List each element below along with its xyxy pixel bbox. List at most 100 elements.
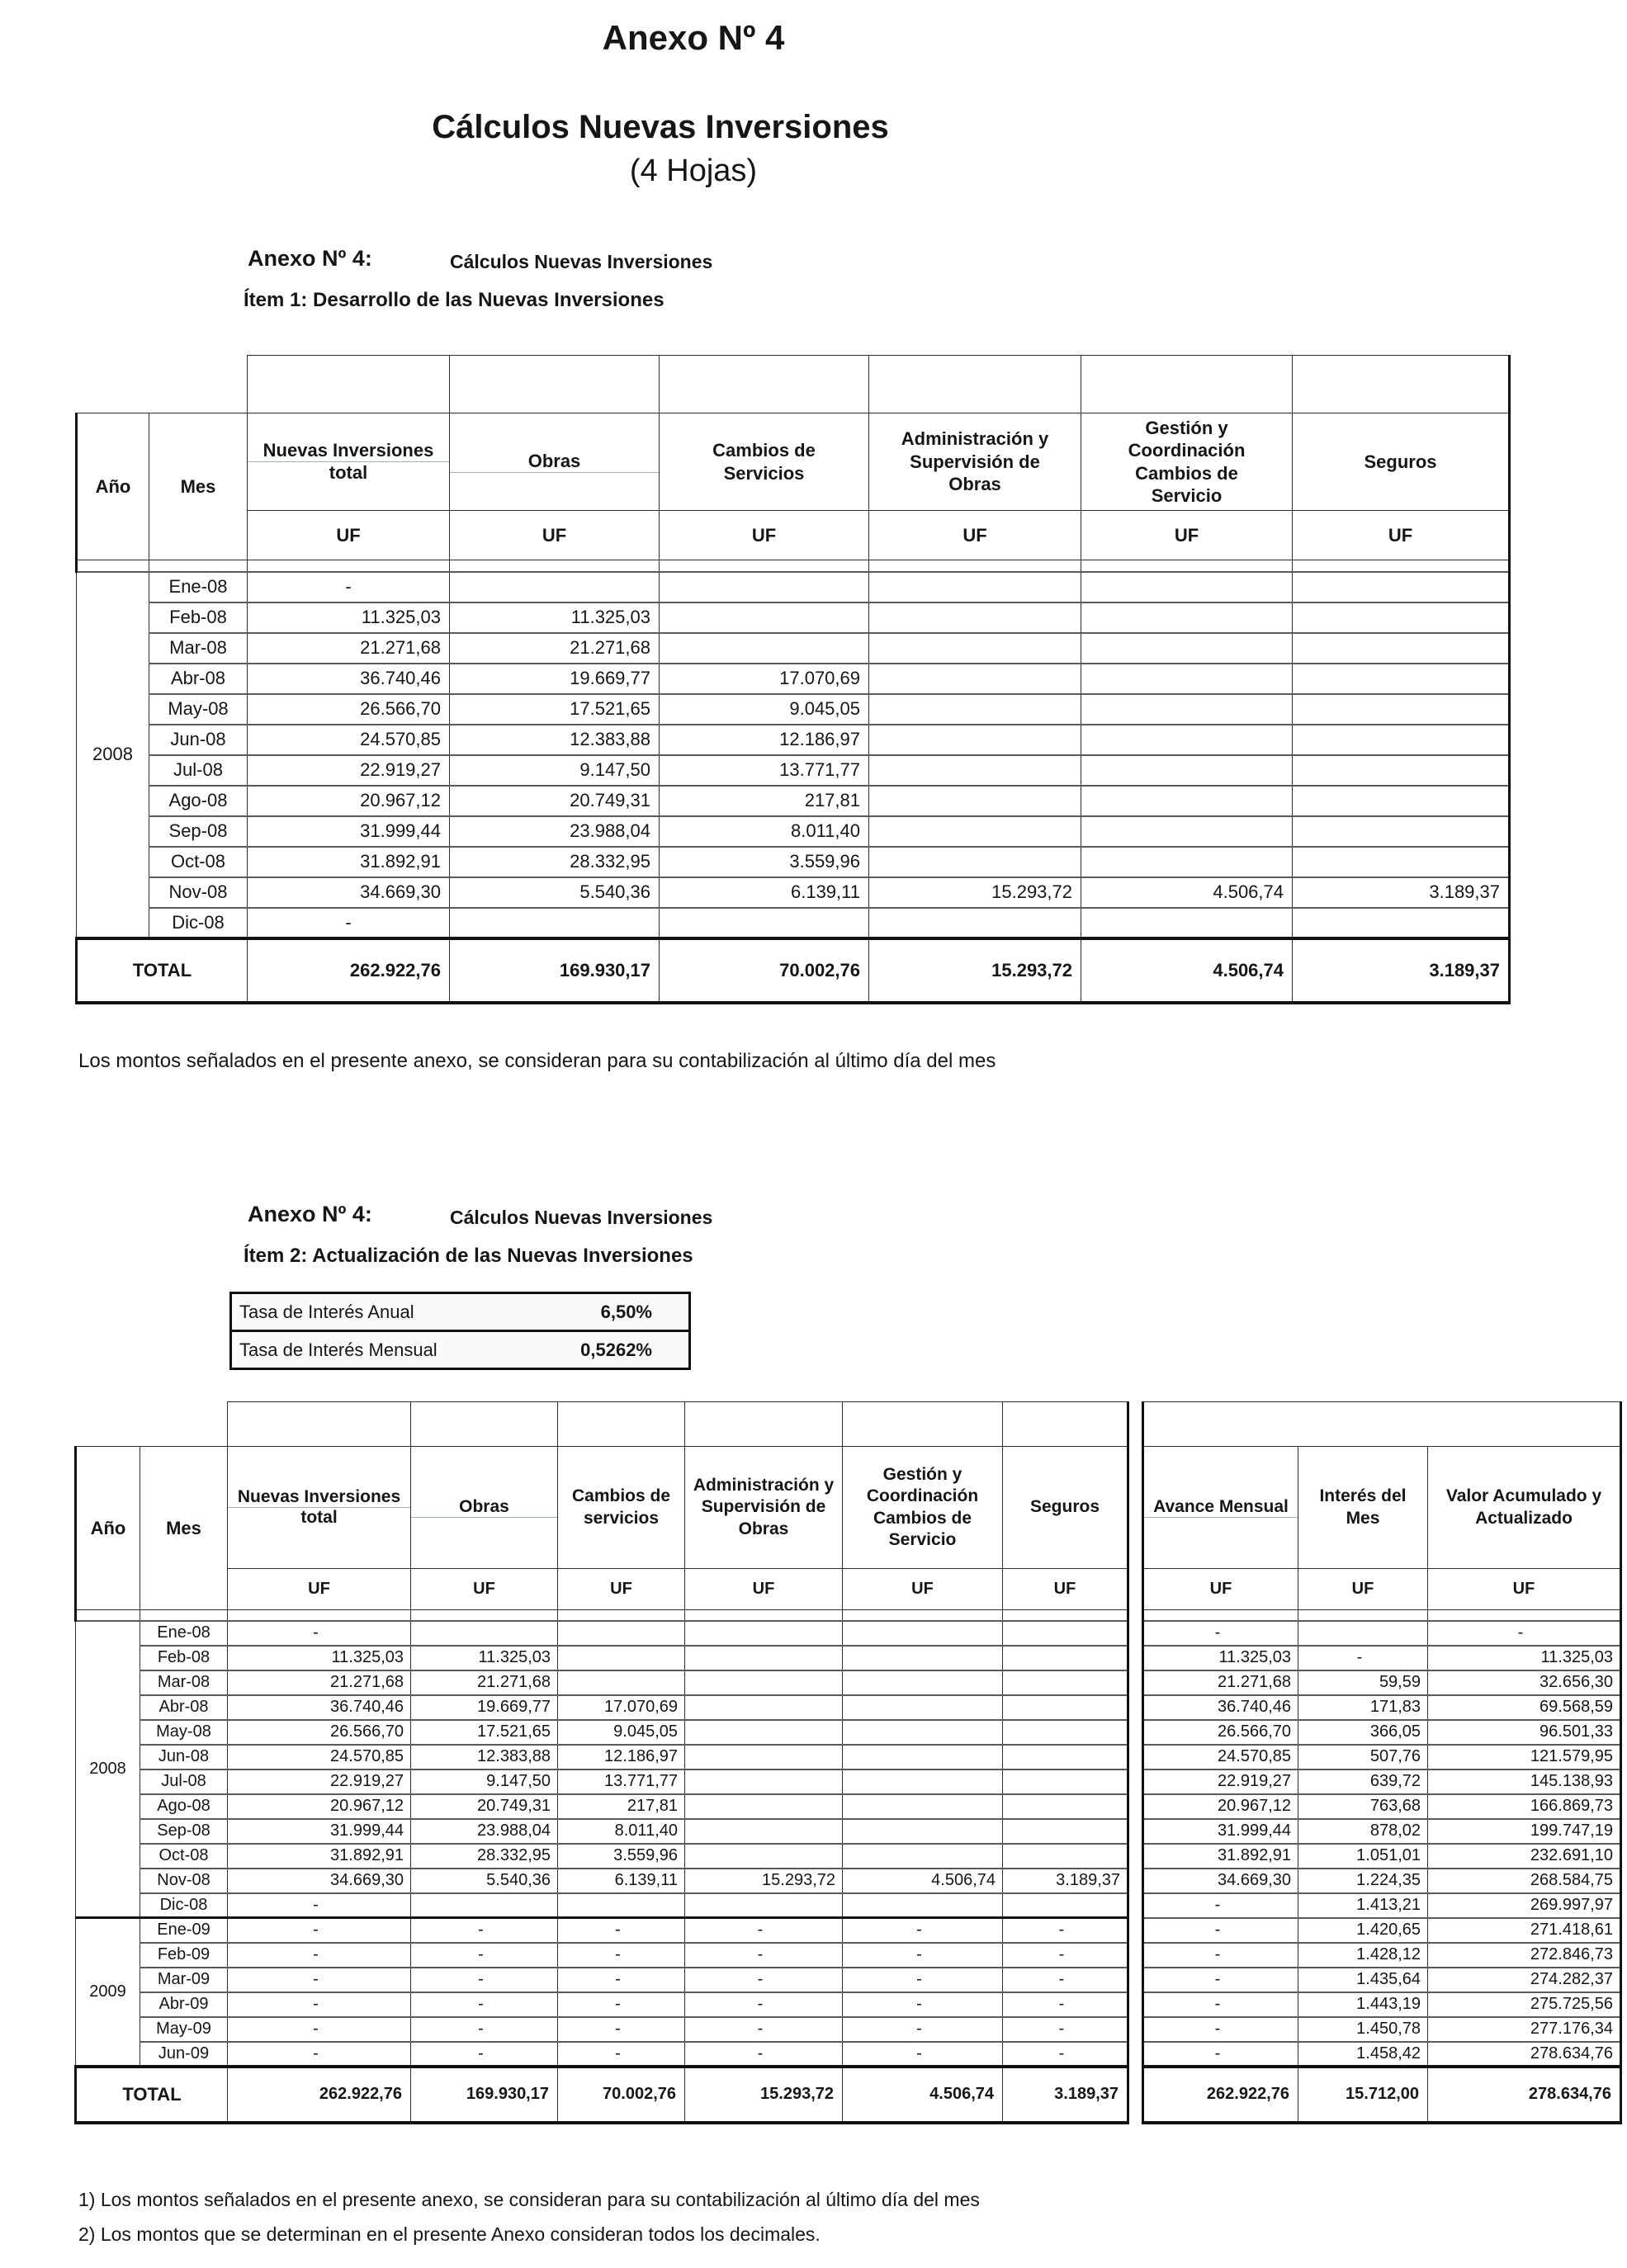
value-cell: 11.325,03 <box>247 601 450 634</box>
table-row: Jun-08 24.570,85 12.383,88 12.186,97 <box>77 723 1511 756</box>
value-cell <box>1292 570 1511 603</box>
total-cell: 15.293,72 <box>868 936 1081 1004</box>
value-cell <box>1081 815 1293 848</box>
value-cell: 28.332,95 <box>410 1842 558 1869</box>
value-cell: 1.051,01 <box>1298 1842 1428 1869</box>
band-row <box>76 355 1511 413</box>
value-cell: 31.999,44 <box>247 815 450 848</box>
value-cell: 9.045,05 <box>557 1718 685 1746</box>
table-row: May-08 26.566,70 17.521,65 9.045,05 26.566,7… <box>76 1718 1622 1746</box>
value-cell <box>557 1619 685 1647</box>
value-cell: - <box>1002 1991 1128 2018</box>
month-cell: Ene-08 <box>140 1619 228 1647</box>
value-cell <box>557 1892 685 1919</box>
value-cell <box>557 1644 685 1671</box>
value-cell: 17.070,69 <box>659 662 869 695</box>
value-cell: - <box>247 906 450 939</box>
total-cell: 4.506,74 <box>1081 936 1293 1004</box>
value-cell <box>659 570 869 603</box>
total-cell: 169.930,17 <box>449 936 660 1004</box>
unit-cell: UF <box>868 510 1081 560</box>
column-gap <box>1127 1967 1144 1992</box>
value-cell <box>1292 601 1511 634</box>
table-row: Sep-08 31.999,44 23.988,04 8.011,40 <box>77 815 1511 848</box>
value-cell <box>1002 1718 1128 1746</box>
value-cell: 34.669,30 <box>247 876 450 909</box>
value-cell <box>868 906 1081 939</box>
value-cell: - <box>1002 1916 1128 1944</box>
table-row: Jul-08 22.919,27 9.147,50 13.771,77 22.919,2… <box>76 1768 1622 1795</box>
value-cell: - <box>227 1941 411 1968</box>
value-cell: 21.271,68 <box>1142 1669 1298 1696</box>
value-cell: 34.669,30 <box>1142 1867 1298 1894</box>
value-cell: 8.011,40 <box>659 815 869 848</box>
month-cell: Abr-09 <box>140 1991 228 2018</box>
value-cell: 366,05 <box>1298 1718 1428 1746</box>
band-cell <box>868 355 1081 413</box>
value-cell: 6.139,11 <box>659 876 869 909</box>
footnote-1: 1) Los montos señalados en el presente a… <box>78 2189 980 2210</box>
value-cell: 12.383,88 <box>449 723 660 756</box>
value-cell <box>684 1644 843 1671</box>
value-cell: 13.771,77 <box>557 1768 685 1795</box>
band-row <box>75 1401 1622 1447</box>
rate-annual-value: 6,50% <box>527 1292 691 1332</box>
month-cell: Abr-08 <box>140 1694 228 1721</box>
table-row: 2008 Ene-08- <box>76 570 1511 939</box>
value-cell: 36.740,46 <box>247 662 450 695</box>
value-cell <box>1292 906 1511 939</box>
rate-row: Tasa de Interés Mensual 0,5262% <box>229 1330 691 1370</box>
value-cell: 32.656,30 <box>1427 1669 1622 1696</box>
value-cell <box>684 1619 843 1647</box>
value-cell <box>842 1793 1003 1820</box>
value-cell: - <box>410 1941 558 1968</box>
column-gap <box>1127 1744 1144 1770</box>
value-cell: - <box>227 1991 411 2018</box>
value-cell: - <box>1298 1644 1428 1671</box>
value-cell <box>410 1619 558 1647</box>
table-row: Nov-08 34.669,30 5.540,36 6.139,11 15.293,72… <box>77 876 1511 909</box>
value-cell: - <box>684 1941 843 1968</box>
total-cell: 70.002,76 <box>659 936 869 1004</box>
value-cell: 9.147,50 <box>449 754 660 787</box>
value-cell: 3.559,96 <box>659 845 869 878</box>
value-cell: 1.443,19 <box>1298 1991 1428 2018</box>
header-gestion: Gestión y Coordinación Cambios de Servic… <box>1081 413 1293 511</box>
value-cell <box>1292 754 1511 787</box>
section1-anexo-label: Anexo Nº 4: <box>248 246 372 271</box>
value-cell: - <box>1142 1966 1298 1993</box>
value-cell <box>684 1768 843 1795</box>
table-row: Nov-08 34.669,30 5.540,36 6.139,11 15.293,72… <box>76 1867 1622 1894</box>
unit-cell: UF <box>1081 510 1293 560</box>
value-cell: 24.570,85 <box>247 723 450 756</box>
table-row: Jun-08 24.570,85 12.383,88 12.186,97 24.570,… <box>76 1743 1622 1770</box>
header-valor-acumulado: Valor Acumulado y Actualizado <box>1427 1446 1622 1569</box>
header-seguros: Seguros <box>1002 1446 1128 1569</box>
column-gap <box>1127 1892 1144 1918</box>
value-cell <box>1002 1619 1128 1647</box>
header-cambios-servicios: Cambios de Servicios <box>659 413 869 511</box>
value-cell <box>684 1842 843 1869</box>
header-obras: Obras <box>449 413 660 511</box>
value-cell: - <box>557 1991 685 2018</box>
value-cell <box>659 906 869 939</box>
month-cell: Feb-09 <box>140 1941 228 1968</box>
section1-anexo-title: Cálculos Nuevas Inversiones <box>450 251 713 272</box>
table-row: Dic-08- <box>77 906 1511 939</box>
value-cell <box>868 631 1081 664</box>
band-empty <box>76 355 248 413</box>
unit-cell: UF <box>659 510 869 560</box>
value-cell: 31.892,91 <box>247 845 450 878</box>
value-cell <box>842 1817 1003 1845</box>
value-cell: 19.669,77 <box>449 662 660 695</box>
value-cell <box>684 1793 843 1820</box>
value-cell <box>1292 662 1511 695</box>
value-cell: 15.293,72 <box>684 1867 843 1894</box>
value-cell <box>1002 1694 1128 1721</box>
value-cell: 11.325,03 <box>410 1644 558 1671</box>
month-cell: Sep-08 <box>149 815 248 848</box>
value-cell: 31.999,44 <box>1142 1817 1298 1845</box>
value-cell: - <box>557 2015 685 2043</box>
column-gap <box>1127 2016 1144 2042</box>
value-cell <box>868 570 1081 603</box>
